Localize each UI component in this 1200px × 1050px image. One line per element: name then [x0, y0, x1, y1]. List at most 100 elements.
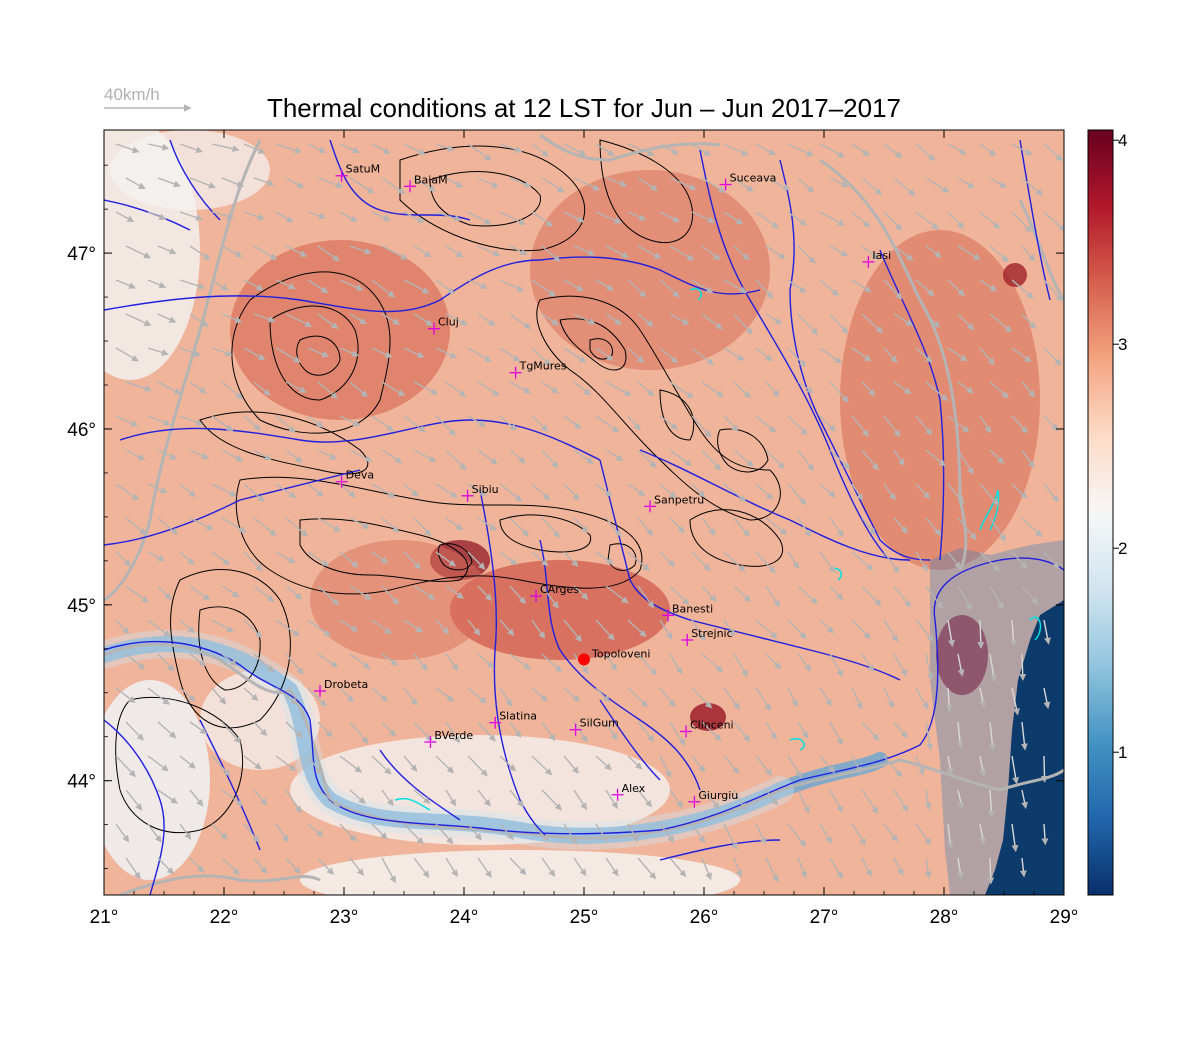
wind-arrow [189, 585, 211, 601]
wind-arrow [371, 551, 389, 564]
wind-arrow [115, 347, 139, 362]
wind-arrow [157, 721, 177, 739]
lakes [394, 288, 1042, 811]
wind-arrow [317, 313, 339, 330]
wind-arrow [157, 381, 182, 395]
wind-arrow [211, 347, 233, 357]
wind-arrow [413, 313, 434, 326]
city-satum: SatuM [335, 163, 380, 182]
wind-arrow [861, 517, 876, 536]
wind-arrow [435, 483, 458, 498]
wind-arrow [477, 313, 496, 327]
wind-arrow [221, 449, 244, 462]
wind-arrow [691, 143, 712, 157]
wind-arrow [435, 211, 462, 222]
wind-arrow [573, 857, 587, 877]
wind-arrow [659, 279, 680, 298]
wind-arrow [1021, 585, 1039, 605]
wind-arrow [371, 415, 395, 432]
wind-arrow [1011, 415, 1029, 434]
wind-arrow [157, 789, 178, 804]
y-axis: 44° 45° 46° 47° [67, 164, 1064, 870]
wind-arrow [989, 653, 998, 683]
wind-arrow [477, 245, 501, 257]
wind-arrow [787, 279, 807, 294]
wind-arrow [723, 415, 739, 432]
wind-arrow [829, 381, 849, 403]
wind-arrow [691, 619, 706, 642]
wind-arrow [563, 143, 587, 156]
wind-arrow [733, 449, 754, 467]
wind-arrow [445, 789, 457, 807]
wind-arrow [861, 585, 882, 607]
wind-arrow [253, 449, 272, 461]
wind-arrow [275, 755, 297, 772]
x-tick-label: 21° [90, 907, 119, 928]
wind-arrow [637, 517, 654, 537]
wind-arrow [947, 619, 955, 648]
wind-arrow [211, 687, 227, 705]
wind-arrow [947, 415, 970, 433]
wind-arrow [701, 449, 722, 471]
city-label: Sanpetru [654, 493, 704, 506]
wind-arrow [189, 721, 208, 735]
wind-arrow [1021, 517, 1043, 537]
colorbar: 1 2 3 4 [1087, 129, 1127, 896]
wind-arrow [477, 449, 498, 465]
wind-arrow [211, 143, 240, 153]
wind-arrow [285, 653, 304, 675]
wind-arrow [563, 211, 585, 223]
wind-arrow [979, 143, 997, 157]
wind-arrow [733, 245, 750, 261]
wind-arrow [819, 551, 836, 573]
wind-arrow [189, 653, 207, 667]
city-label: Suceava [730, 172, 777, 185]
plot-area: SatuM BaiaM Suceava Iasi Cluj TgMures Deva Sibi… [104, 130, 1064, 895]
wind-arrow [467, 755, 488, 777]
wind-arrow [1019, 653, 1027, 681]
wind-arrow [659, 211, 681, 223]
wind-arrow [605, 857, 619, 877]
city-label: Strejnic [691, 627, 732, 640]
wind-arrow [595, 687, 610, 703]
wind-arrow [861, 653, 875, 673]
wind-arrow [851, 687, 863, 710]
wind-arrow [477, 653, 495, 669]
wind-arrow [733, 721, 751, 742]
y-tick-label: 44° [67, 772, 96, 793]
wind-arrow [701, 789, 720, 810]
wind-arrow [339, 619, 359, 632]
wind-arrow [275, 483, 297, 499]
wind-arrow [1009, 619, 1017, 647]
wind-arrow [723, 687, 740, 710]
target-site-label: Topoloveni [591, 647, 650, 660]
wind-arrow [531, 415, 549, 432]
wind-arrow [147, 755, 169, 772]
wind-arrow [531, 619, 546, 639]
wind-arrow [1011, 823, 1019, 853]
wind-arrow [371, 347, 393, 358]
wind-arrow [499, 551, 518, 566]
wind-arrow [627, 619, 647, 638]
wind-arrow [765, 177, 791, 191]
wind-arrow [765, 381, 780, 398]
wind-arrow [125, 245, 151, 259]
wind-arrow [669, 857, 687, 878]
wind-arrow [627, 483, 646, 497]
wind-arrow [499, 823, 514, 841]
wind-arrow [755, 823, 767, 845]
wind-arrow [147, 143, 170, 151]
city-label: BaiaM [414, 173, 448, 186]
wind-arrow [946, 823, 954, 849]
wind-arrow [659, 483, 677, 499]
wind-arrow [1011, 755, 1020, 785]
wind-arrow [691, 483, 706, 498]
wind-arrow [723, 483, 747, 503]
wind-arrow [381, 789, 394, 807]
wind-arrow [765, 857, 779, 883]
y-tick-label: 46° [67, 420, 96, 441]
wind-arrow [787, 483, 807, 506]
wind-arrow [253, 517, 277, 537]
wind-arrow [381, 517, 400, 533]
wind-arrow [499, 687, 513, 707]
